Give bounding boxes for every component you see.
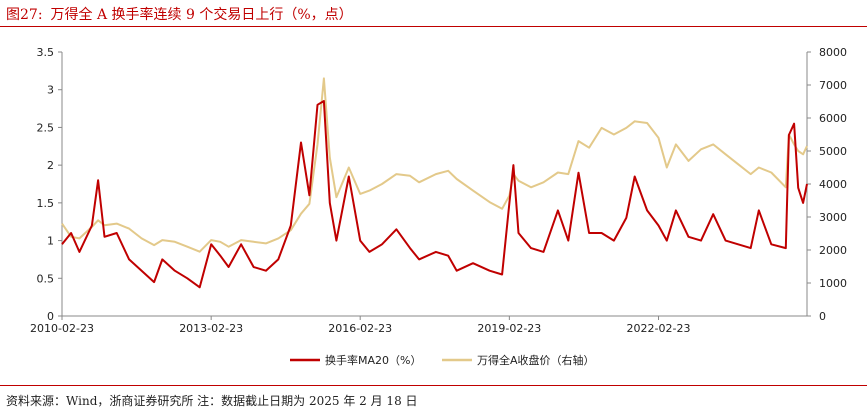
x-tick-label: 2019-02-23 (477, 322, 541, 335)
turnover-index-chart: 0 0.5 1 1.5 2 2.5 3 3.5 0 1000 2000 3000 4000 5000 600… (30, 46, 847, 367)
left-tick-label: 2.5 (37, 121, 55, 134)
x-tick-label: 2013-02-23 (179, 322, 243, 335)
wind-a-close-line (61, 77, 808, 253)
left-tick-label: 3.5 (37, 46, 55, 59)
title-rule (0, 26, 867, 27)
source-note: 资料来源：Wind，浙商证券研究所 注：数据截止日期为 2025 年 2 月 1… (6, 394, 418, 408)
turnover-ma20-line (61, 100, 808, 289)
figure-number: 图27: (6, 7, 43, 23)
right-tick-label: 0 (819, 310, 826, 323)
left-tick-label: 3 (47, 84, 54, 97)
legend-label-turnover: 换手率MA20（%） (325, 353, 421, 367)
x-tick-label: 2022-02-23 (627, 322, 691, 335)
footer-rule (0, 385, 867, 386)
x-tick-label: 2016-02-23 (328, 322, 392, 335)
figure-title-text: 万得全 A 换手率连续 9 个交易日上行（%，点） (50, 7, 353, 23)
left-tick-label: 0.5 (37, 272, 55, 285)
left-tick-label: 1.5 (37, 197, 55, 210)
right-tick-label: 1000 (819, 277, 847, 290)
left-tick-label: 2 (47, 159, 54, 172)
right-tick-label: 4000 (819, 178, 847, 191)
x-tick-label: 2010-02-23 (30, 322, 94, 335)
right-tick-label: 2000 (819, 244, 847, 257)
left-tick-label: 0 (47, 310, 54, 323)
right-tick-label: 5000 (819, 145, 847, 158)
right-tick-label: 6000 (819, 112, 847, 125)
right-tick-label: 8000 (819, 46, 847, 59)
figure-title: 图27: 万得全 A 换手率连续 9 个交易日上行（%，点） (6, 4, 353, 24)
right-tick-label: 7000 (819, 79, 847, 92)
left-tick-label: 1 (47, 235, 54, 248)
right-tick-label: 3000 (819, 211, 847, 224)
legend-label-index: 万得全A收盘价（右轴） (477, 353, 595, 367)
